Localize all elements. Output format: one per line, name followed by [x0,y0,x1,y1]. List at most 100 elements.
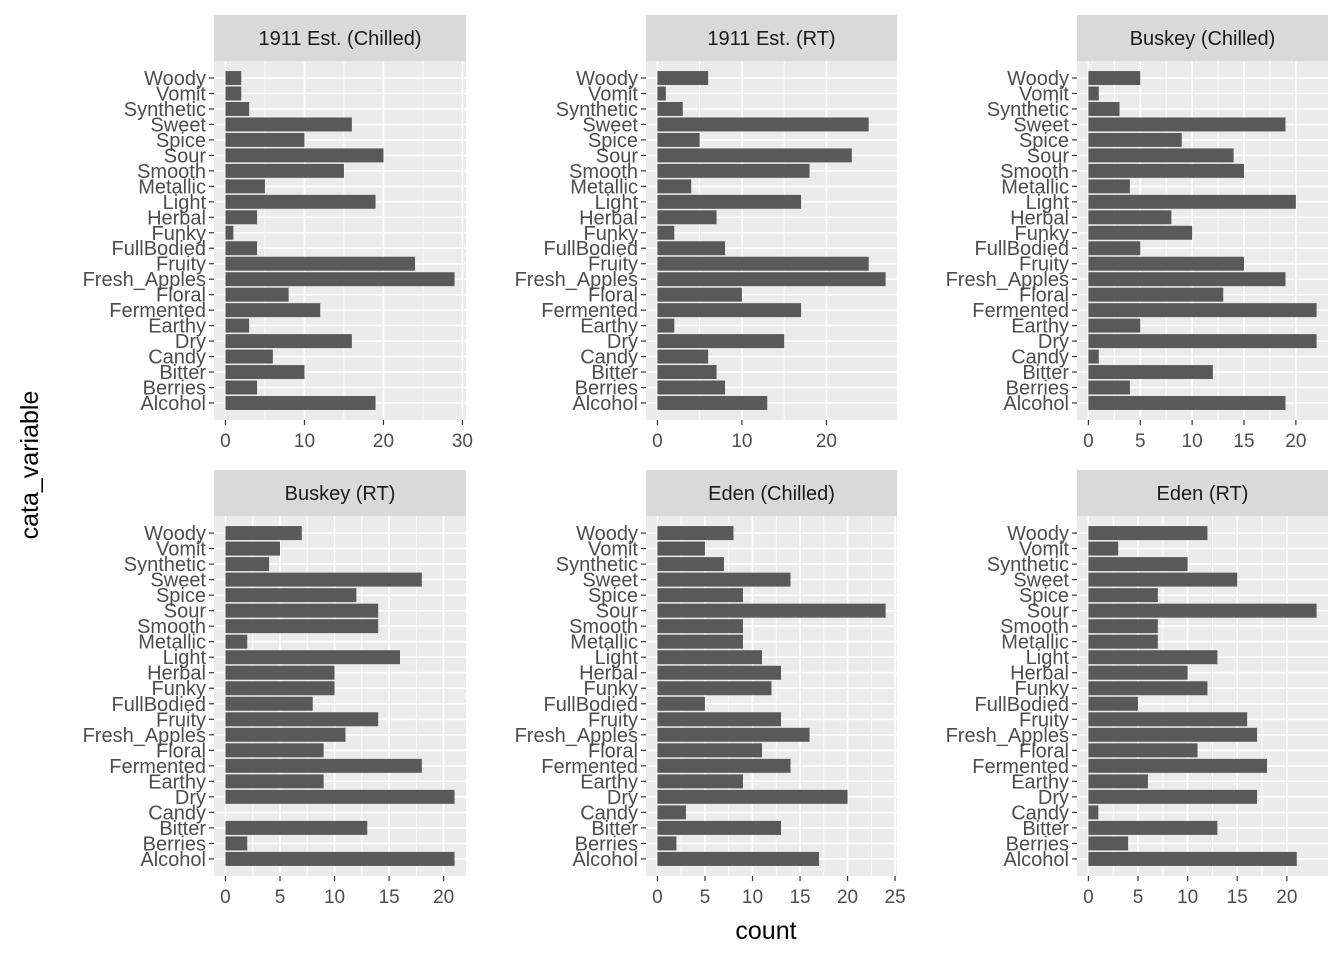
y-tick-label: Candy [580,347,638,369]
y-tick-label: Vomit [156,83,206,105]
y-tick-label: Bitter [591,362,638,384]
bar-light [657,194,802,209]
y-tick-label: Sour [1027,145,1070,167]
y-tick-label: Herbal [147,663,206,685]
y-tick-label: Spice [588,585,638,607]
bar-sour [1088,603,1317,618]
bar-bitter [225,365,305,379]
x-tick-label: 20 [1276,887,1297,908]
x-tick-label: 20 [373,431,394,452]
y-tick-label: Smooth [1000,616,1069,638]
bar-herbal [225,210,258,225]
bar-light [657,650,762,665]
x-tick-label: 15 [789,887,810,908]
y-tick-label: Floral [588,285,638,307]
bar-fermented [657,303,802,318]
bar-synthetic [1088,102,1120,116]
bar-synthetic [225,557,270,572]
x-tick-label: 0 [220,887,231,908]
y-tick-label: Spice [1019,585,1069,607]
facet-1911-est-chilled: 1911 Est. (Chilled) AlcoholBerriesBitterC… [83,15,473,452]
y-tick-label: Dry [1038,787,1069,809]
bar-fruity [1088,712,1248,727]
x-tick-label: 15 [379,887,400,908]
facet-strip [214,15,466,61]
facet-1911-est-rt: 1911 Est. (RT) AlcoholBerriesBitterCandyD… [515,15,897,452]
x-tick-label: 10 [1182,431,1203,452]
bar-herbal [657,210,717,225]
y-tick-label: Funky [584,678,638,700]
y-tick-label: Fermented [972,300,1069,322]
bar-smooth [1088,619,1158,634]
bar-light [225,194,376,209]
bar-herbal [657,665,782,680]
x-tick-label: 0 [652,887,663,908]
y-tick-label: Smooth [569,616,638,638]
bar-smooth [657,163,810,178]
facet-strip [1077,15,1328,61]
bar-metallic [225,179,265,194]
bar-fruity [657,712,782,727]
x-tick-label: 10 [742,887,763,908]
y-tick-label: Herbal [579,663,638,685]
y-tick-label: Funky [152,678,206,700]
y-tick-label: Earthy [580,316,638,338]
y-tick-label: FullBodied [974,238,1069,260]
bar-spice [225,588,357,603]
y-tick-label: Bitter [159,362,206,384]
facet-strip-title: Buskey (Chilled) [1130,28,1276,50]
bar-candy [225,349,273,364]
facet-strip-title: 1911 Est. (RT) [707,28,835,50]
bar-funky [225,681,335,696]
bar-vomit [225,86,242,101]
bar-floral [657,743,762,758]
facet-buskey-chilled: Buskey (Chilled) AlcoholBerriesBitterCand… [946,15,1328,452]
y-tick-label: Candy [148,802,206,824]
bar-funky [1088,681,1208,696]
y-tick-label: Alcohol [140,849,206,871]
y-tick-label: Alcohol [572,393,638,415]
y-tick-label: Fermented [541,300,638,322]
y-tick-label: Woody [1007,523,1069,545]
y-tick-label: Fermented [109,756,206,778]
y-tick-label: Sour [164,145,207,167]
bar-synthetic [1088,557,1188,572]
bar-fullbodied [657,241,726,256]
bar-earthy [1088,774,1148,789]
bar-smooth [225,619,379,634]
facet-strip [646,470,897,516]
x-tick-label: 20 [837,887,858,908]
bar-bitter [657,365,717,379]
y-tick-label: Synthetic [124,99,206,121]
facet-strip-title: Eden (RT) [1157,483,1249,505]
y-tick-label: Sweet [1013,114,1069,136]
x-tick-label: 25 [885,887,906,908]
y-tick-label: Earthy [1011,771,1069,793]
bar-earthy [657,318,675,333]
y-tick-label: Smooth [1000,161,1069,183]
y-tick-label: Fermented [972,756,1069,778]
bar-spice [657,588,743,603]
bar-funky [657,681,772,696]
y-tick-label: Herbal [1010,207,1069,229]
bar-funky [657,225,675,240]
bar-smooth [1088,163,1244,178]
y-tick-label: Floral [1019,285,1069,307]
bar-berries [657,380,726,395]
bar-earthy [225,774,324,789]
y-tick-label: Sweet [582,114,638,136]
y-tick-label: Candy [1011,347,1069,369]
bar-fullbodied [1088,241,1141,256]
facet-strip [214,470,466,516]
bar-sweet [225,572,422,587]
y-tick-label: Metallic [138,176,206,198]
bar-fruity [225,256,416,271]
x-axis-title: count [735,917,796,945]
bar-sour [1088,148,1234,163]
bar-fullbodied [1088,696,1139,711]
bar-woody [225,71,242,85]
bar-herbal [1088,665,1188,680]
y-tick-label: Woody [576,68,638,90]
x-tick-label: 20 [816,431,837,452]
bar-fermented [1088,758,1267,773]
